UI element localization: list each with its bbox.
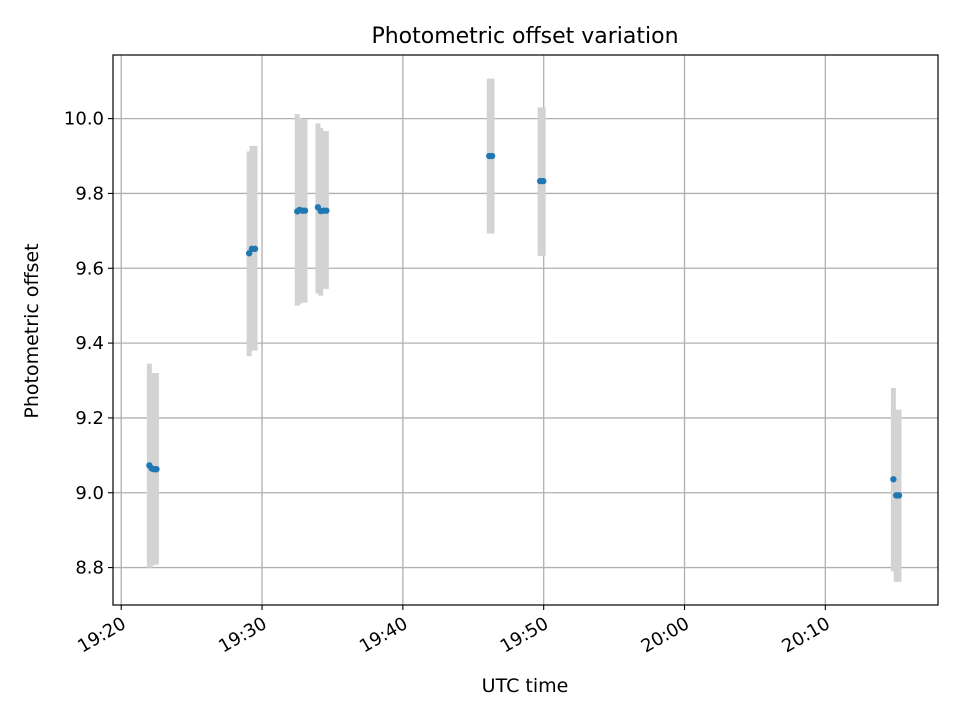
plot-frame	[112, 54, 939, 606]
y-tick-label: 9.6	[75, 258, 104, 279]
y-tick-label: 10.0	[64, 109, 104, 130]
data-markers	[146, 152, 903, 499]
data-point	[540, 177, 547, 185]
data-point	[153, 465, 160, 473]
data-point	[323, 207, 330, 214]
data-point	[251, 245, 259, 253]
y-tick-label: 9.0	[75, 483, 104, 504]
x-axis-label: UTC time	[482, 675, 569, 697]
y-tick-label: 9.4	[75, 333, 104, 354]
y-tick-label: 9.2	[75, 408, 104, 429]
y-axis-ticks: 8.8 9.0 9.2 9.4 9.6 9.8 10.0	[64, 109, 113, 579]
y-tick-label: 8.8	[75, 558, 104, 579]
data-point	[895, 492, 903, 499]
data-point	[488, 152, 496, 160]
data-point	[890, 476, 897, 483]
chart-title: Photometric offset variation	[371, 24, 678, 49]
y-axis-label: Photometric offset	[21, 243, 43, 418]
y-tick-label: 9.8	[75, 183, 104, 204]
data-point	[301, 207, 309, 214]
